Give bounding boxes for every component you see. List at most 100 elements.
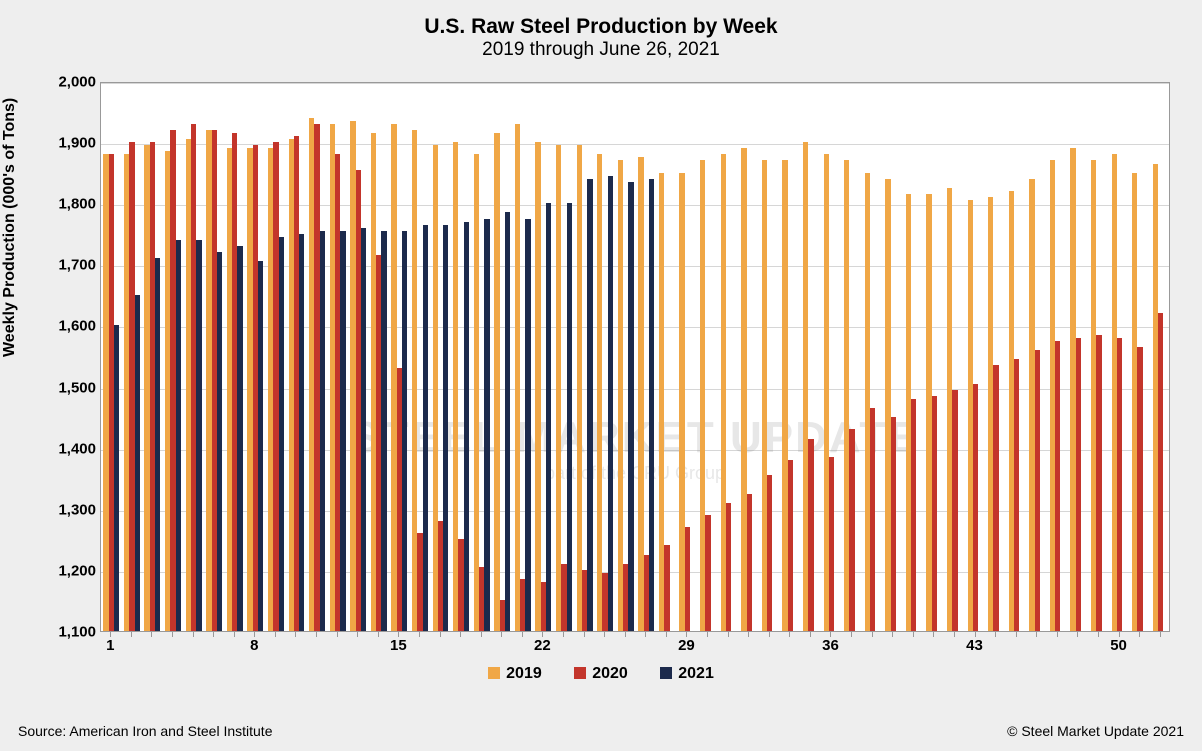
y-tick-label: 1,200	[46, 562, 96, 579]
x-tick-label: 8	[250, 637, 258, 654]
x-tick-minor	[954, 632, 955, 637]
bar-2019-week-24	[577, 145, 582, 631]
y-tick-label: 1,300	[46, 501, 96, 518]
bar-2019-week-22	[535, 142, 540, 631]
x-tick-minor	[419, 632, 420, 637]
chart-subtitle: 2019 through June 26, 2021	[0, 39, 1202, 61]
chart-title: U.S. Raw Steel Production by Week	[0, 14, 1202, 39]
x-tick-minor	[1119, 632, 1120, 637]
bar-2019-week-23	[556, 145, 561, 631]
bar-2021-week-5	[196, 240, 201, 631]
x-tick-minor	[851, 632, 852, 637]
bar-2021-week-4	[176, 240, 181, 631]
bar-2021-week-9	[279, 237, 284, 631]
x-tick-minor	[604, 632, 605, 637]
bar-2019-week-25	[597, 154, 602, 631]
x-tick-minor	[481, 632, 482, 637]
bar-2020-week-41	[932, 396, 937, 631]
bar-2021-week-6	[217, 252, 222, 631]
y-tick-label: 1,800	[46, 196, 96, 213]
x-tick-minor	[789, 632, 790, 637]
x-tick-minor	[378, 632, 379, 637]
bar-2020-week-35	[808, 439, 813, 632]
y-tick-label: 1,700	[46, 257, 96, 274]
x-tick-minor	[1098, 632, 1099, 637]
bar-2020-week-37	[849, 429, 854, 631]
bar-2021-week-22	[546, 203, 551, 631]
bar-2019-week-19	[474, 154, 479, 631]
bar-2020-week-51	[1137, 347, 1142, 631]
x-tick-minor	[522, 632, 523, 637]
bar-2021-week-21	[525, 219, 530, 632]
bar-2020-week-47	[1055, 341, 1060, 631]
legend-item-2019: 2019	[488, 665, 542, 683]
bar-2021-week-19	[484, 219, 489, 632]
x-tick-label: 29	[678, 637, 695, 654]
y-tick-label: 1,400	[46, 440, 96, 457]
x-tick-minor	[440, 632, 441, 637]
x-tick-minor	[1016, 632, 1017, 637]
x-tick-minor	[645, 632, 646, 637]
legend: 2019 2020 2021	[0, 665, 1202, 683]
bar-2021-week-27	[649, 179, 654, 631]
x-tick-minor	[913, 632, 914, 637]
x-tick-minor	[1036, 632, 1037, 637]
bar-2021-week-15	[402, 231, 407, 631]
bar-2021-week-2	[135, 295, 140, 631]
bar-2020-week-34	[788, 460, 793, 631]
x-tick-minor	[1077, 632, 1078, 637]
bar-2021-week-10	[299, 234, 304, 631]
copyright-text: © Steel Market Update 2021	[1007, 723, 1184, 739]
bar-2021-week-7	[237, 246, 242, 631]
x-tick-minor	[1160, 632, 1161, 637]
bar-2021-week-13	[361, 228, 366, 631]
x-tick-minor	[933, 632, 934, 637]
x-tick-minor	[131, 632, 132, 637]
bar-2021-week-20	[505, 212, 510, 631]
x-tick-label: 1	[106, 637, 114, 654]
x-tick-minor	[666, 632, 667, 637]
y-tick-label: 2,000	[46, 74, 96, 91]
x-tick-minor	[254, 632, 255, 637]
x-tick-minor	[295, 632, 296, 637]
x-tick-minor	[1057, 632, 1058, 637]
legend-swatch-2019	[488, 667, 500, 679]
x-tick-minor	[975, 632, 976, 637]
legend-label-2020: 2020	[592, 665, 628, 682]
bar-2021-week-26	[628, 182, 633, 631]
chart-title-block: U.S. Raw Steel Production by Week 2019 t…	[0, 14, 1202, 61]
y-tick-label: 1,100	[46, 624, 96, 641]
x-tick-minor	[460, 632, 461, 637]
bar-2019-week-26	[618, 160, 623, 631]
x-tick-minor	[193, 632, 194, 637]
bar-2021-week-23	[567, 203, 572, 631]
x-tick-minor	[584, 632, 585, 637]
legend-swatch-2021	[660, 667, 672, 679]
x-tick-label: 50	[1110, 637, 1127, 654]
x-tick-minor	[892, 632, 893, 637]
x-tick-minor	[398, 632, 399, 637]
bar-container	[101, 83, 1169, 631]
bar-2020-week-42	[952, 390, 957, 631]
x-tick-label: 22	[534, 637, 551, 654]
x-tick-minor	[234, 632, 235, 637]
plot-area: STEEL MARKET UPDATE part of the CRU Grou…	[100, 82, 1170, 632]
bar-2021-week-12	[340, 231, 345, 631]
x-tick-minor	[748, 632, 749, 637]
legend-label-2021: 2021	[678, 665, 714, 682]
bar-2020-week-38	[870, 408, 875, 631]
y-tick-label: 1,500	[46, 379, 96, 396]
bar-2020-week-43	[973, 384, 978, 632]
bar-2020-week-31	[726, 503, 731, 631]
bar-2021-week-1	[114, 325, 119, 631]
x-tick-label: 43	[966, 637, 983, 654]
bar-2021-week-8	[258, 261, 263, 631]
bar-2020-week-33	[767, 475, 772, 631]
legend-label-2019: 2019	[506, 665, 542, 682]
x-tick-minor	[769, 632, 770, 637]
legend-item-2021: 2021	[660, 665, 714, 683]
x-tick-minor	[686, 632, 687, 637]
legend-item-2020: 2020	[574, 665, 628, 683]
x-tick-minor	[830, 632, 831, 637]
bar-2020-week-52	[1158, 313, 1163, 631]
